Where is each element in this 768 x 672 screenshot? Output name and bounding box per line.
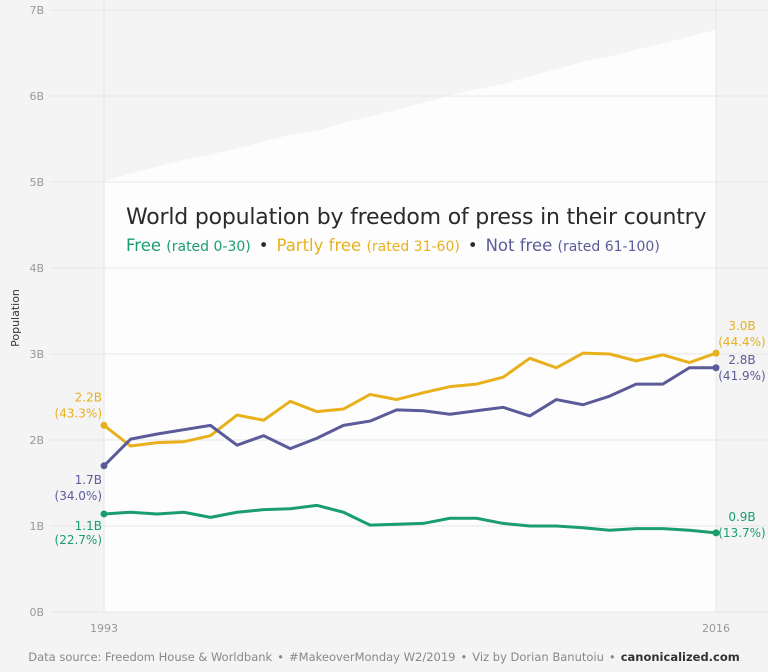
footer-source: Data source: Freedom House & Worldbank	[28, 650, 273, 664]
end-label-not-free: 2.8B	[728, 353, 755, 367]
y-tick-label: 5B	[29, 176, 44, 189]
series-line-not-free	[102, 366, 716, 467]
end-point-partly-free	[100, 421, 108, 429]
end-point-free	[712, 529, 720, 537]
footer-separator: •	[608, 650, 616, 664]
y-tick-label: 1B	[29, 520, 44, 533]
x-tick-label: 1993	[90, 622, 118, 635]
chart-title: World population by freedom of press in …	[126, 205, 707, 230]
legend-not-free: Not free (rated 61-100)	[486, 236, 660, 255]
start-label-partly-free: 2.2B	[75, 390, 102, 404]
legend-partly-free: Partly free (rated 31-60)	[276, 236, 459, 255]
legend-not-free-name: Not free	[485, 236, 553, 255]
legend-separator: •	[258, 236, 269, 255]
end-point-not-free	[100, 462, 108, 470]
end-point-not-free	[712, 364, 720, 372]
y-tick-label: 0B	[29, 606, 44, 619]
end-label-partly-free: (44.4%)	[718, 335, 765, 349]
footer-separator: •	[460, 650, 468, 664]
end-label-partly-free: 3.0B	[728, 319, 755, 333]
x-tick-label: 2016	[702, 622, 730, 635]
y-tick-label: 6B	[29, 90, 44, 103]
end-point-free	[100, 510, 108, 518]
y-tick-label: 3B	[29, 348, 44, 361]
y-tick-label: 2B	[29, 434, 44, 447]
legend-free: Free (rated 0-30)	[126, 236, 251, 255]
legend-partly-free-name: Partly free	[276, 236, 362, 255]
legend-free-qualifier: (rated 0-30)	[166, 239, 251, 255]
legend: Free (rated 0-30) • Partly free (rated 31-…	[126, 236, 660, 255]
end-point-partly-free	[712, 349, 720, 357]
y-tick-label: 7B	[29, 4, 44, 17]
total-population-area	[104, 29, 716, 612]
y-tick-label: 4B	[29, 262, 44, 275]
start-label-free: (22.7%)	[55, 533, 102, 547]
footer-tag: #MakeoverMonday W2/2019	[289, 650, 456, 664]
series-line-partly-free	[103, 351, 717, 448]
legend-not-free-qualifier: (rated 61-100)	[557, 239, 660, 255]
start-label-not-free: 1.7B	[75, 473, 102, 487]
footer-site-link[interactable]: canonicalized.com	[620, 650, 740, 664]
footer: Data source: Freedom House & Worldbank • #…	[0, 650, 768, 664]
start-label-free: 1.1B	[75, 519, 102, 533]
legend-free-name: Free	[126, 236, 162, 255]
start-label-partly-free: (43.3%)	[55, 406, 102, 420]
legend-partly-free-qualifier: (rated 31-60)	[366, 239, 460, 255]
start-label-not-free: (34.0%)	[55, 489, 102, 503]
series-line-free	[103, 503, 717, 535]
y-axis-title: Population	[9, 289, 22, 347]
legend-separator: •	[467, 236, 478, 255]
end-label-free: (13.7%)	[718, 526, 765, 540]
end-label-free: 0.9B	[728, 510, 755, 524]
footer-separator: •	[277, 650, 285, 664]
footer-author: Viz by Dorian Banutoiu	[472, 650, 604, 664]
end-label-not-free: (41.9%)	[718, 369, 765, 383]
